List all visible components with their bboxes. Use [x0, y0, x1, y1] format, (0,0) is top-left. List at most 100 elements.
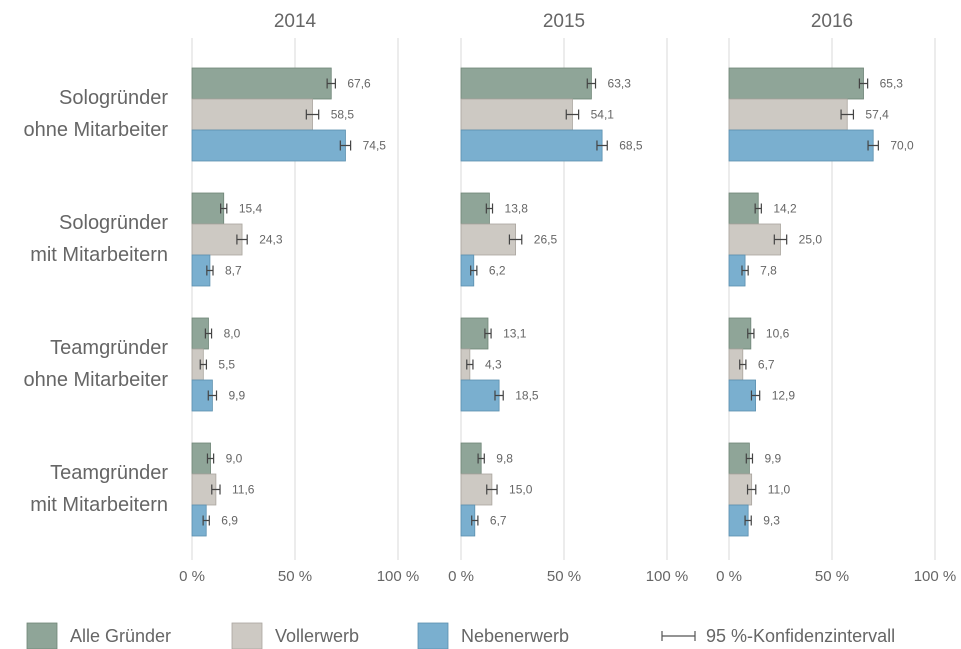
legend-swatch: [26, 622, 58, 649]
legend-label: Alle Gründer: [70, 626, 171, 646]
value-label: 6,7: [490, 514, 507, 528]
value-label: 18,5: [515, 389, 539, 403]
value-label: 13,8: [505, 202, 529, 216]
bar: [728, 67, 864, 100]
error-bar: [508, 234, 523, 245]
error-bar: [586, 78, 597, 89]
error-bar: [745, 453, 754, 464]
error-bar: [236, 234, 248, 245]
value-label: 6,9: [221, 514, 238, 528]
x-tick-label: 50 %: [815, 568, 849, 585]
error-bar: [477, 453, 485, 464]
bar: [728, 129, 874, 162]
value-label: 68,5: [619, 139, 643, 153]
category-label: ohne Mitarbeiter: [23, 369, 168, 391]
bar: [460, 223, 516, 256]
value-label: 9,8: [496, 452, 513, 466]
error-bar: [840, 109, 855, 120]
x-tick-label: 0 %: [179, 568, 205, 585]
error-bar: [741, 265, 749, 276]
value-label: 11,6: [232, 483, 255, 497]
x-tick-label: 50 %: [547, 568, 581, 585]
value-label: 74,5: [363, 139, 387, 153]
bar: [460, 98, 573, 131]
value-label: 63,3: [608, 77, 632, 91]
x-tick-label: 0 %: [716, 568, 742, 585]
error-bar: [207, 390, 218, 401]
error-bar: [471, 515, 479, 526]
error-bar: [867, 140, 879, 151]
category-label: ohne Mitarbeiter: [23, 119, 168, 141]
value-label: 65,3: [880, 77, 904, 91]
bar: [728, 223, 781, 256]
error-bar: [204, 328, 213, 339]
bar: [728, 192, 759, 225]
error-bar: [339, 140, 352, 151]
value-label: 6,2: [489, 264, 506, 278]
category-label: mit Mitarbeitern: [30, 244, 168, 266]
bar: [460, 192, 490, 225]
panel-title: 2016: [811, 11, 853, 32]
error-bar: [484, 328, 492, 339]
error-bar: [858, 78, 869, 89]
value-label: 11,0: [768, 483, 791, 497]
error-bar: [485, 203, 494, 214]
legend-label: Nebenerwerb: [461, 626, 569, 646]
error-bar: [486, 484, 498, 495]
error-bar: [211, 484, 221, 495]
bar: [191, 223, 243, 256]
error-bar: [596, 140, 608, 151]
legend-label: 95 %-Konfidenzintervall: [706, 626, 895, 646]
value-label: 12,9: [772, 389, 796, 403]
bar: [460, 379, 500, 412]
value-label: 24,3: [259, 233, 283, 247]
value-label: 67,6: [347, 77, 371, 91]
x-tick-label: 100 %: [377, 568, 420, 585]
value-label: 54,1: [591, 108, 615, 122]
category-label: mit Mitarbeitern: [30, 494, 168, 516]
error-bar: [565, 109, 580, 120]
value-label: 7,8: [760, 264, 777, 278]
panel-title: 2014: [274, 11, 317, 32]
value-label: 8,7: [225, 264, 242, 278]
bar: [728, 98, 848, 131]
value-label: 13,1: [503, 327, 527, 341]
error-bar: [466, 359, 474, 370]
value-label: 15,0: [509, 483, 533, 497]
x-tick-label: 100 %: [646, 568, 689, 585]
error-bar: [206, 453, 215, 464]
x-tick-label: 0 %: [448, 568, 474, 585]
error-bar: [744, 515, 752, 526]
error-bar: [470, 265, 478, 276]
value-label: 58,5: [331, 108, 355, 122]
bar: [460, 129, 603, 162]
panel-title: 2015: [543, 11, 585, 32]
value-label: 9,9: [229, 389, 246, 403]
bar: [191, 67, 332, 100]
error-bar: [199, 359, 208, 370]
category-label: Teamgründer: [50, 337, 168, 359]
value-label: 10,6: [766, 327, 790, 341]
category-label: Teamgründer: [50, 462, 168, 484]
bar: [460, 317, 489, 350]
value-label: 6,7: [758, 358, 775, 372]
error-bar: [754, 203, 762, 214]
value-label: 4,3: [485, 358, 502, 372]
value-label: 26,5: [534, 233, 558, 247]
bar: [460, 67, 592, 100]
error-bar: [206, 265, 214, 276]
value-label: 9,9: [764, 452, 781, 466]
value-label: 14,2: [773, 202, 797, 216]
bar: [191, 98, 313, 131]
error-bar: [220, 203, 228, 214]
error-bar: [494, 390, 504, 401]
error-bar: [326, 78, 336, 89]
x-tick-label: 50 %: [278, 568, 312, 585]
bar: [191, 129, 346, 162]
value-label: 15,4: [239, 202, 263, 216]
x-tick-label: 100 %: [914, 568, 957, 585]
error-bar: [750, 390, 761, 401]
category-label: Sologründer: [59, 87, 168, 109]
error-bar: [202, 515, 210, 526]
